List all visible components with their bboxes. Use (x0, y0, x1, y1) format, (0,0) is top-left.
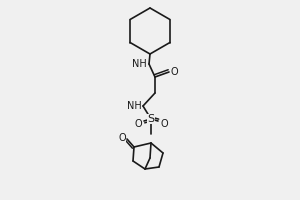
Text: S: S (147, 114, 155, 124)
Text: O: O (160, 119, 168, 129)
Text: O: O (119, 133, 126, 143)
Text: O: O (170, 67, 178, 77)
Text: NH: NH (127, 101, 142, 111)
Text: NH: NH (132, 59, 147, 69)
Text: O: O (134, 119, 142, 129)
